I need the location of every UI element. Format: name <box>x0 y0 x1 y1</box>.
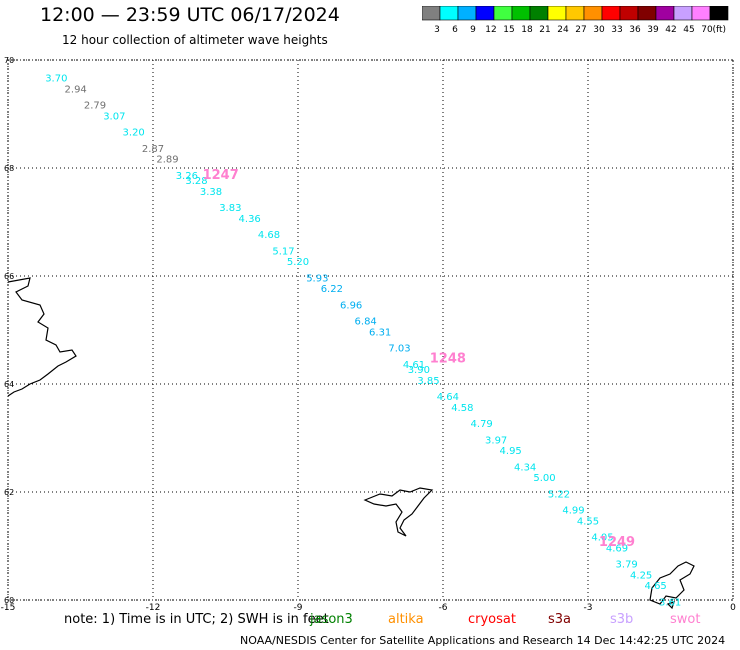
map-subtitle: 12 hour collection of altimeter wave hei… <box>62 33 328 47</box>
swh-value-label: 4.95 <box>500 446 522 457</box>
colorbar-label: 30 <box>593 25 605 35</box>
latitude-tick-label: 70 <box>4 56 14 65</box>
altimeter-track: 3.702.94 2.793.07 3.20 2.872.89 3.263.283.38… <box>45 74 681 609</box>
swh-value-label: 2.89 <box>156 155 178 166</box>
colorbar-label: 3 <box>434 25 440 35</box>
swh-value-label: 3.90 <box>408 365 430 376</box>
swh-value-label: 3.28 <box>185 176 207 187</box>
swh-value-label: 5.93 <box>306 273 328 284</box>
footnote-text: note: 1) Time is in UTC; 2) SWH is in fe… <box>64 612 329 627</box>
swh-value-label: 4.36 <box>239 214 261 225</box>
longitude-tick-label: -12 <box>146 603 161 612</box>
map-frame <box>7 59 734 601</box>
swh-value-label: 2.79 <box>84 101 106 112</box>
swh-value-label: 6.22 <box>321 284 343 295</box>
satellite-legend-cryosat: cryosat <box>468 612 516 627</box>
swh-value-label: 4.99 <box>562 506 584 517</box>
colorbar-label: 33 <box>611 25 622 35</box>
longitude-tick-label: 0 <box>730 603 736 612</box>
colorbar-label: 6 <box>452 25 458 35</box>
colorbar-label: 42 <box>665 25 676 35</box>
swh-value-label: 4.34 <box>514 462 536 473</box>
satellite-legend-altika: altika <box>388 612 424 627</box>
swh-value-label: 3.97 <box>485 435 507 446</box>
map-title: 12:00 — 23:59 UTC 06/17/2024 <box>40 4 340 26</box>
colorbar-unit: (ft) <box>712 25 726 35</box>
swh-value-label: 6.31 <box>369 327 391 338</box>
swh-value-label: 3.79 <box>616 560 638 571</box>
swh-value-label: 4.69 <box>606 543 628 554</box>
colorbar-swatch <box>709 6 729 21</box>
latitude-tick-label: 66 <box>4 272 14 281</box>
satellite-legend-jason3: jason3 <box>310 612 353 627</box>
swh-value-label: 3.83 <box>219 203 241 214</box>
colorbar-label: 12 <box>485 25 496 35</box>
credit-line: NOAA/NESDIS Center for Satellite Applica… <box>240 634 726 647</box>
swh-value-label: 5.17 <box>272 246 294 257</box>
longitude-tick-label: -6 <box>439 603 448 612</box>
swh-value-label: 3.85 <box>417 376 439 387</box>
swh-value-label: 4.64 <box>437 392 459 403</box>
swh-value-label: 5.00 <box>533 473 555 484</box>
swh-value-label: 5.22 <box>548 489 570 500</box>
latitude-tick-label: 60 <box>4 596 14 605</box>
swh-value-label: 4.58 <box>451 403 473 414</box>
swh-value-label: 2.94 <box>65 84 87 95</box>
swh-value-label: 7.03 <box>388 344 410 355</box>
longitude-tick-label: -9 <box>294 603 303 612</box>
pass-number-label: 1247 <box>203 168 239 183</box>
swh-value-label: 6.84 <box>355 317 377 328</box>
colorbar-label: 27 <box>575 25 586 35</box>
colorbar-label: 18 <box>521 25 533 35</box>
swh-value-label: 6.96 <box>340 300 362 311</box>
swh-value-label: 4.61 <box>403 360 425 371</box>
swh-value-label: 3.38 <box>200 187 222 198</box>
satellite-legend-swot: swot <box>670 612 701 627</box>
swh-value-label: 2.87 <box>142 144 164 155</box>
swh-value-label: 4.25 <box>630 570 652 581</box>
colorbar-label: 21 <box>539 25 550 35</box>
map-grid <box>7 59 734 601</box>
satellite-legend-s3a: s3a <box>548 612 572 627</box>
cycle-labels: 12471248124912502338 <box>203 168 636 550</box>
longitude-tick-label: -15 <box>1 603 16 612</box>
swh-value-label: 4.65 <box>645 581 667 592</box>
swh-value-label: 3.20 <box>123 128 145 139</box>
latitude-tick-label: 62 <box>4 488 14 497</box>
axis-labels: -15 -12 -9 -6 -3 0 70 68 66 64 62 60 <box>1 56 736 612</box>
swh-value-label: 4.05 <box>591 533 613 544</box>
pass-number-label: 1248 <box>430 351 466 366</box>
pass-number-label: 1249 <box>599 535 635 550</box>
longitude-tick-label: -3 <box>584 603 593 612</box>
swh-value-label: 3.26 <box>176 171 198 182</box>
iceland-coast <box>7 277 77 397</box>
wave-height-colorbar: 3 6 9 12 15 18 21 24 27 30 33 36 39 42 45 70 (ft) <box>422 6 729 35</box>
swh-value-label: 3.70 <box>45 74 67 85</box>
shetland-coast <box>649 561 695 610</box>
colorbar-label: 9 <box>470 25 476 35</box>
swh-value-label: 3.61 <box>659 597 681 608</box>
colorbar-label: 24 <box>557 25 569 35</box>
footnote: note: 1) Time is in UTC; 2) SWH is in fe… <box>64 612 700 627</box>
swh-value-label: 4.55 <box>577 516 599 527</box>
colorbar-label: 45 <box>683 25 694 35</box>
coastlines <box>7 277 695 610</box>
colorbar-label: 15 <box>503 25 514 35</box>
colorbar-label: 36 <box>629 25 641 35</box>
swh-value-label: 4.68 <box>258 230 280 241</box>
satellite-legend-s3b: s3b <box>610 612 634 627</box>
colorbar-label: 39 <box>647 25 659 35</box>
faroe-islands-coast <box>363 487 434 537</box>
swh-value-label: 4.79 <box>471 419 493 430</box>
swh-value-label: 3.07 <box>103 111 125 122</box>
latitude-tick-label: 64 <box>4 380 14 389</box>
latitude-tick-label: 68 <box>4 164 14 173</box>
swh-value-label: 5.20 <box>287 257 309 268</box>
colorbar-label: 70 <box>701 25 713 35</box>
